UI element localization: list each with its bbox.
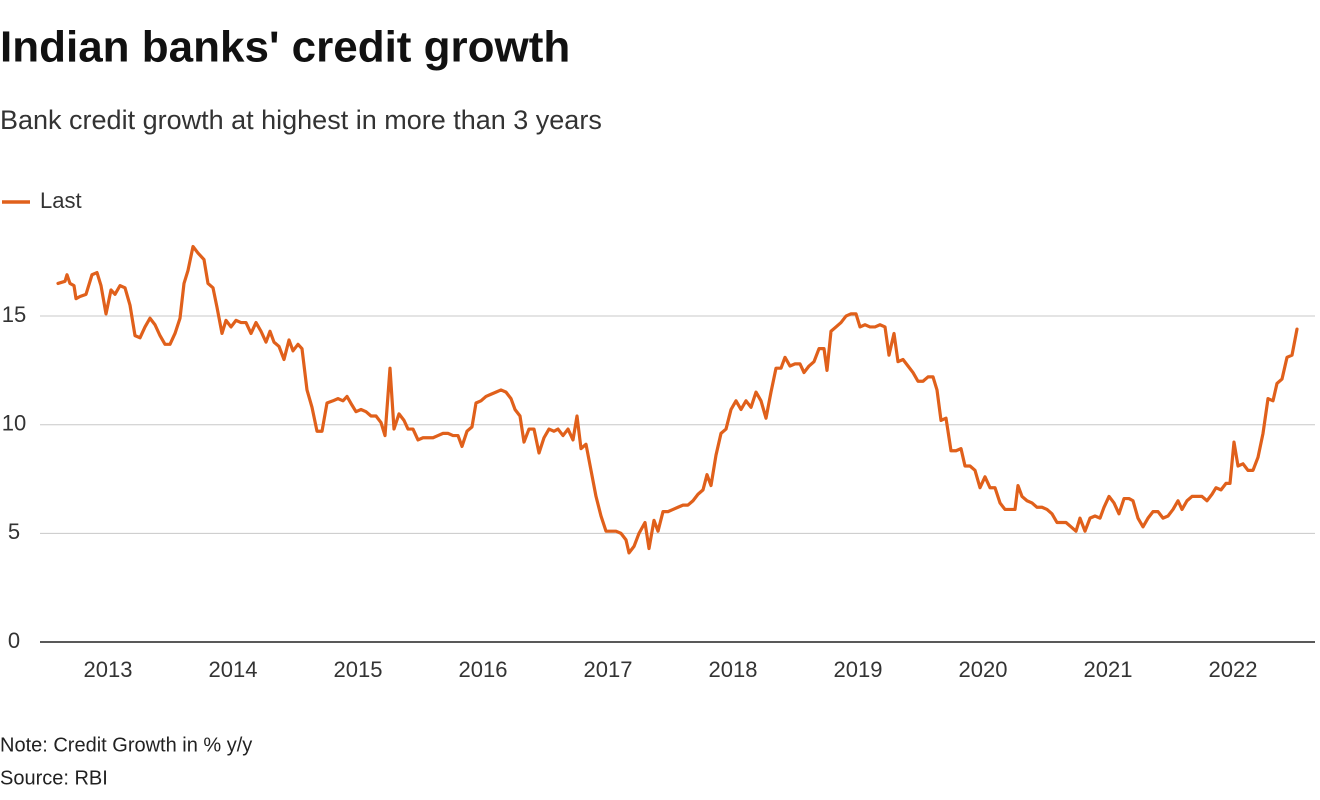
source: Source: RBI — [0, 767, 108, 789]
y-tick-label: 10 — [2, 411, 26, 436]
x-tick-label: 2016 — [459, 657, 508, 682]
x-tick-label: 2014 — [209, 657, 258, 682]
chart-subtitle: Bank credit growth at highest in more th… — [0, 105, 602, 135]
x-tick-label: 2020 — [959, 657, 1008, 682]
x-tick-label: 2019 — [834, 657, 883, 682]
x-tick-label: 2021 — [1084, 657, 1133, 682]
y-tick-label: 15 — [2, 302, 26, 327]
data-line — [56, 244, 1299, 555]
y-tick-label: 0 — [8, 628, 20, 653]
note: Note: Credit Growth in % y/y — [0, 734, 252, 756]
x-tick-label: 2022 — [1209, 657, 1258, 682]
y-tick-label: 5 — [8, 519, 20, 544]
legend-label: Last — [40, 188, 82, 213]
x-tick-label: 2015 — [334, 657, 383, 682]
x-tick-label: 2018 — [709, 657, 758, 682]
chart-title: Indian banks' credit growth — [0, 23, 570, 72]
x-tick-label: 2013 — [84, 657, 133, 682]
x-tick-label: 2017 — [584, 657, 633, 682]
